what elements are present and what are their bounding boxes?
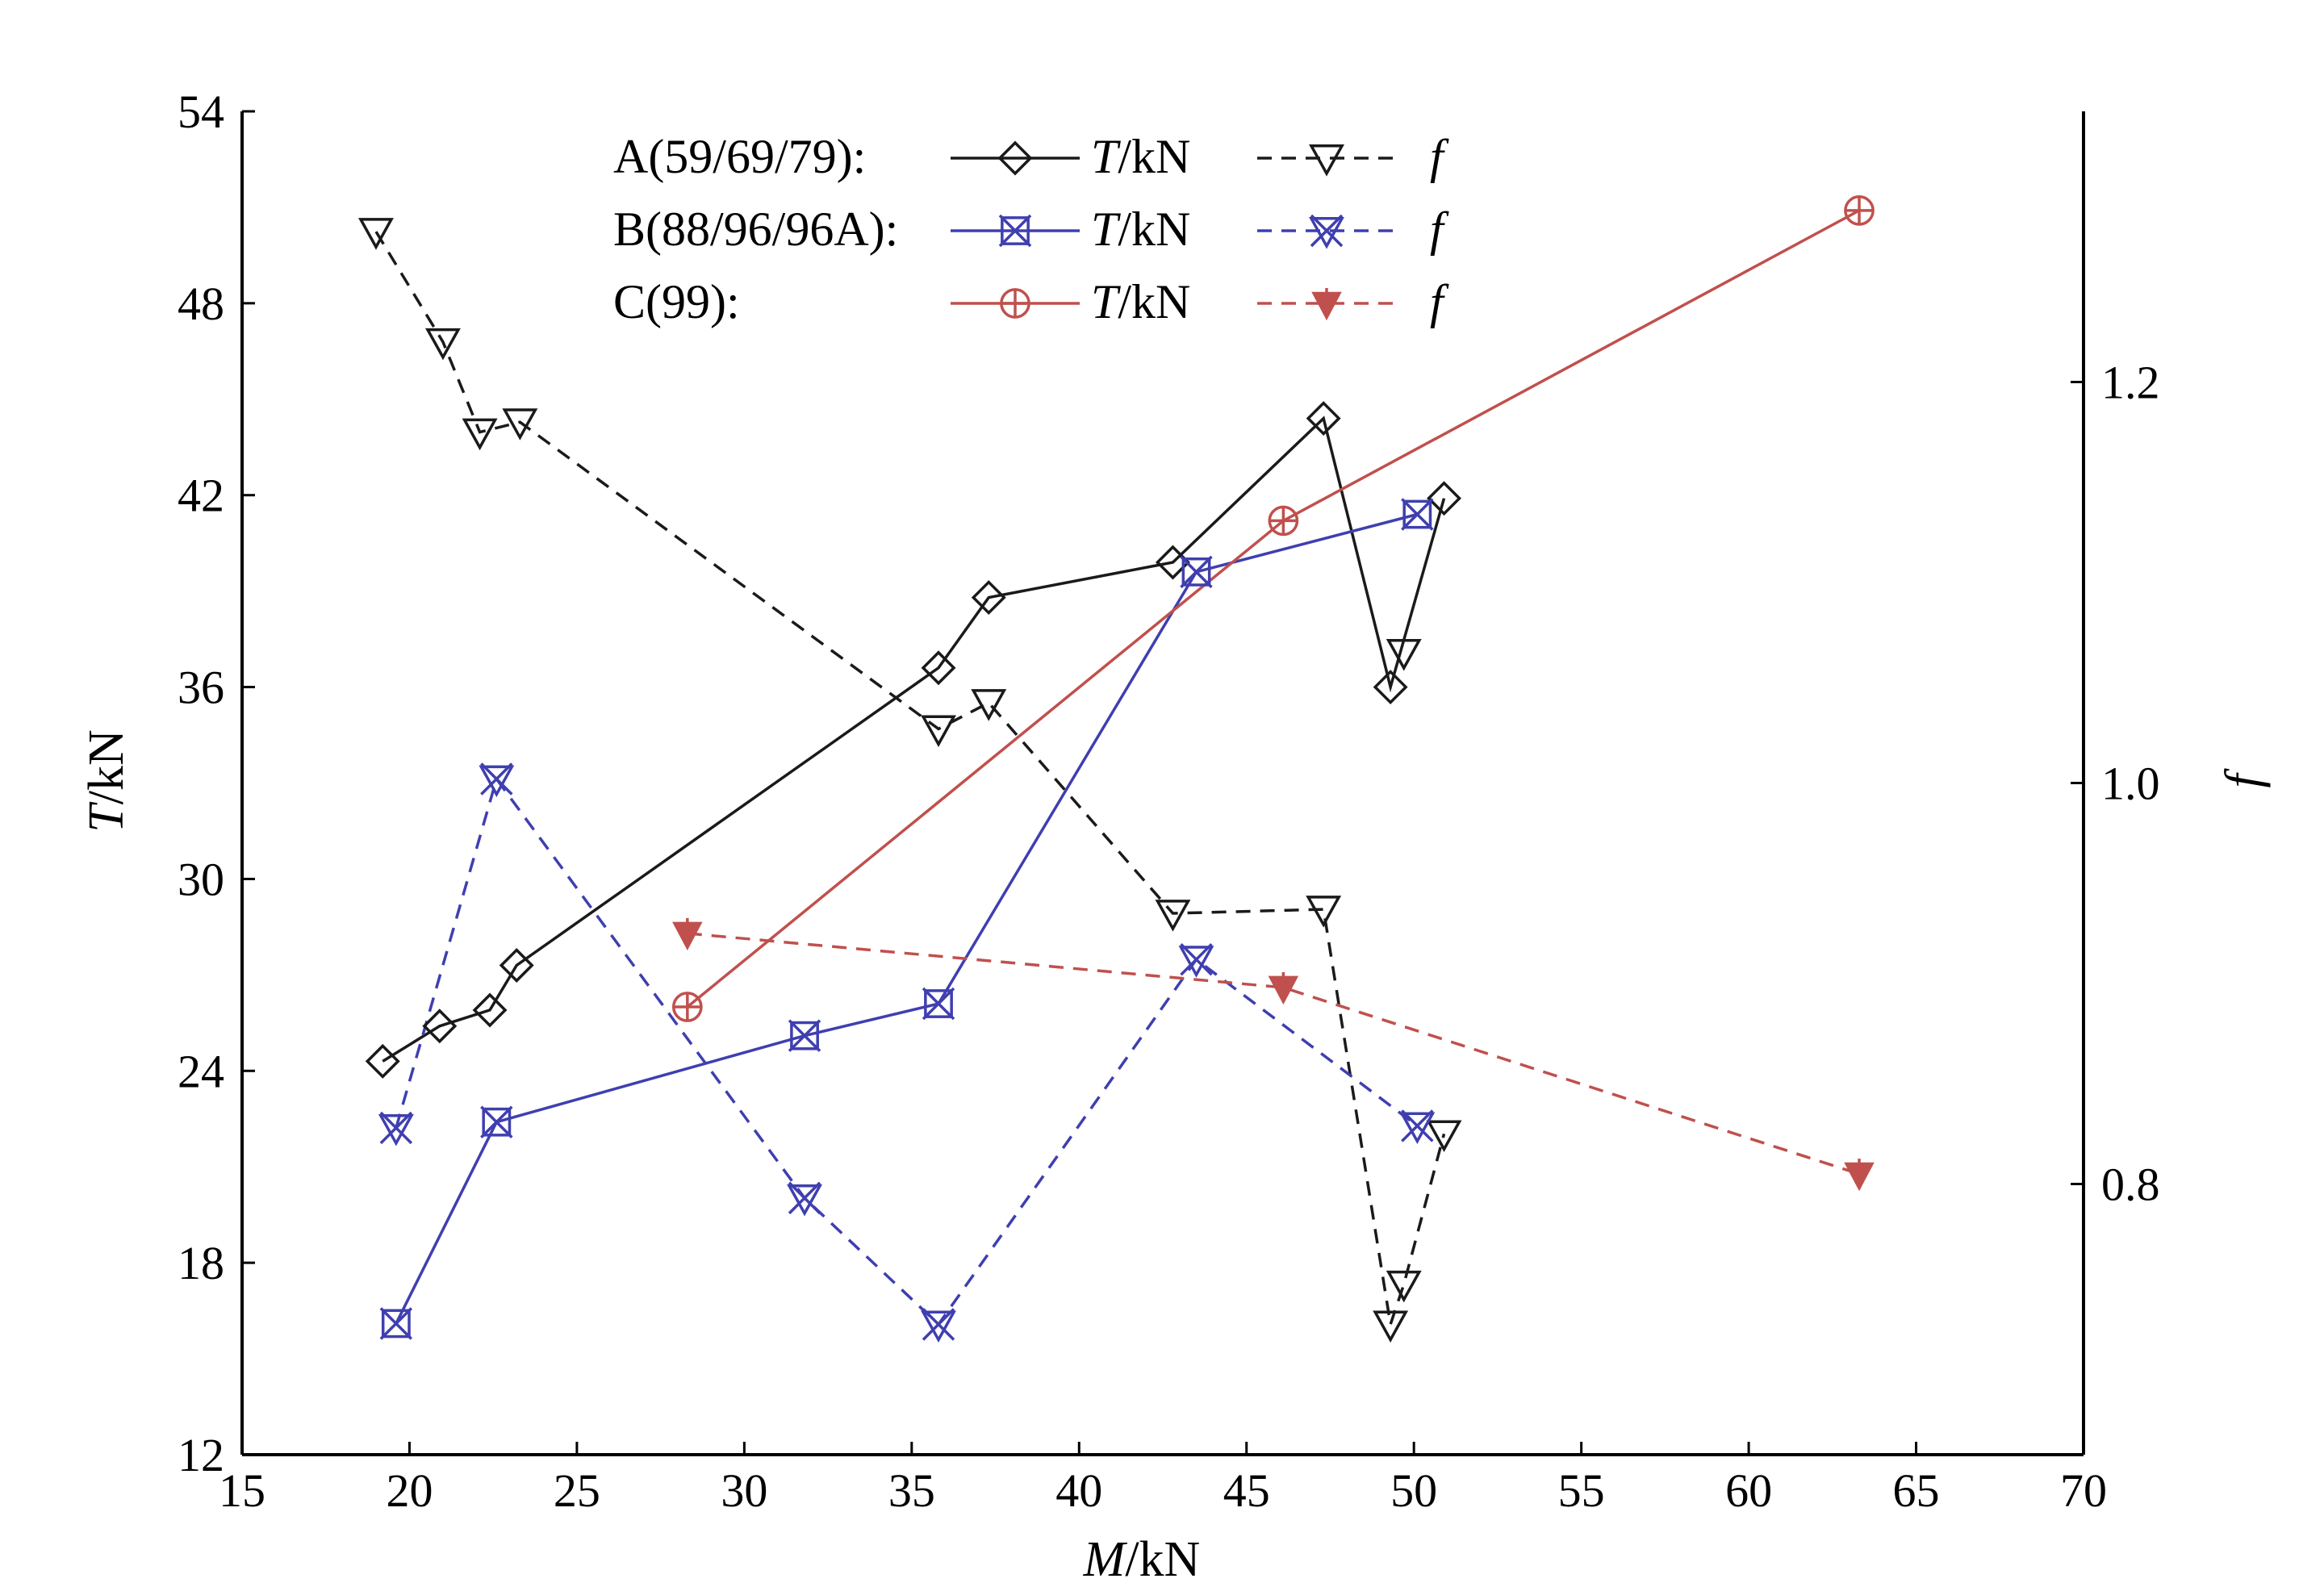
series-a-T-point <box>499 947 534 983</box>
x-tick-label: 60 <box>1725 1464 1772 1517</box>
legend-a-T-text: T/kN <box>1091 130 1190 183</box>
series-c-T-point <box>1844 195 1875 226</box>
legend-a-f-marker <box>1309 144 1344 177</box>
series-a-f-point <box>424 328 461 361</box>
series-a-T-point <box>971 580 1006 616</box>
series-a-f-point <box>1373 1310 1409 1343</box>
x-axis-title: M/kN <box>1083 1532 1201 1587</box>
legend-c-label: C(99): <box>613 275 740 328</box>
series-b-f-point <box>378 1111 414 1146</box>
series-b-f-point <box>1178 942 1214 978</box>
series-layer <box>357 195 1875 1343</box>
legend: A(59/69/79): T/kN fB(88/96/96A): T/kN fC(99)… <box>613 130 1449 328</box>
series-c-f-point <box>1844 1159 1875 1192</box>
series-b-f-point <box>787 1181 823 1217</box>
y-left-tick-label: 42 <box>178 470 224 522</box>
series-a-f-point <box>971 689 1007 721</box>
series-a-f-point <box>1306 896 1342 928</box>
series-a-T-point <box>1427 481 1461 516</box>
x-tick-label: 55 <box>1558 1464 1605 1517</box>
series-a-T-point <box>472 992 508 1028</box>
x-tick-label: 65 <box>1893 1464 1940 1517</box>
series-b-f-point <box>1399 1109 1436 1145</box>
series-a-T-point <box>1373 670 1408 705</box>
series-c-f-point <box>672 917 703 951</box>
legend-b-T-text: T/kN <box>1091 203 1190 256</box>
series-a-T-point <box>422 1009 458 1044</box>
legend-a-f-text: f <box>1430 130 1449 183</box>
legend-a-T-marker <box>997 140 1033 176</box>
y-left-tick-label: 54 <box>178 86 224 138</box>
x-tick-label: 50 <box>1390 1464 1437 1517</box>
series-c-T-point <box>671 992 703 1022</box>
legend-row-b: B(88/96/96A): T/kN f <box>613 203 1449 256</box>
y-left-tick-label: 18 <box>178 1237 224 1289</box>
series-b-T-point <box>1180 555 1213 589</box>
series-c-T-line <box>686 209 1860 1009</box>
axes-layer: 15 20 25 30 35 40 45 50 55 60 65 70 12 18 24 30 36 42 48 54… <box>178 86 2160 1517</box>
series-a-f-point <box>1386 639 1422 671</box>
y-left-tick-label: 48 <box>178 278 224 330</box>
series-b-f-line <box>395 775 1419 1327</box>
y-right-tick-label: 0.8 <box>2101 1159 2160 1211</box>
series-a-f-point <box>502 408 538 441</box>
y-left-tick-label: 30 <box>178 853 224 905</box>
x-tick-label: 45 <box>1223 1464 1270 1517</box>
series-b-T-point <box>788 1019 821 1052</box>
legend-c-T-text: T/kN <box>1091 275 1190 328</box>
x-tick-label: 25 <box>554 1464 600 1517</box>
legend-c-f-marker <box>1311 288 1342 321</box>
y-axis-right-title: f <box>2216 768 2271 788</box>
y-right-tick-label: 1.2 <box>2101 356 2160 408</box>
legend-row-a: A(59/69/79): T/kN f <box>613 130 1449 183</box>
x-tick-label: 70 <box>2060 1464 2107 1517</box>
series-b-T-point <box>379 1307 413 1340</box>
series-c-f-point <box>1268 971 1299 1005</box>
series-b-T-point <box>480 1105 513 1138</box>
y-left-tick-label: 24 <box>178 1045 224 1097</box>
series-c-f-line <box>687 932 1860 1176</box>
series-a-T-line <box>382 416 1446 1063</box>
legend-a-label: A(59/69/79): <box>613 130 866 183</box>
legend-b-f-text: f <box>1430 203 1449 256</box>
y-left-tick-label: 36 <box>178 662 224 714</box>
x-tick-label: 15 <box>219 1464 265 1517</box>
series-a-f-point <box>1386 1270 1422 1303</box>
series-b-f-point <box>921 1308 956 1343</box>
series-a-T-point <box>365 1043 400 1079</box>
x-tick-label: 20 <box>386 1464 433 1517</box>
legend-b-label: B(88/96/96A): <box>613 203 898 256</box>
series-a-f-point <box>1426 1120 1462 1152</box>
series-a-T-point <box>1306 401 1341 436</box>
series-a-f-point <box>462 418 498 451</box>
series-b-T-line <box>395 512 1418 1325</box>
legend-b-f-marker <box>1309 214 1344 249</box>
x-tick-label: 30 <box>721 1464 767 1517</box>
series-b-T-point <box>1401 498 1434 531</box>
legend-c-f-text: f <box>1430 275 1449 328</box>
x-tick-label: 35 <box>888 1464 935 1517</box>
series-a-f-point <box>921 715 956 748</box>
series-a-T-point <box>921 650 956 686</box>
series-b-f-point <box>479 762 515 798</box>
series-a-f-point <box>357 218 394 250</box>
y-right-tick-label: 1.0 <box>2101 758 2160 810</box>
legend-c-T-marker <box>1000 288 1030 319</box>
series-a-f-point <box>1155 900 1191 932</box>
y-left-tick-label: 12 <box>178 1429 224 1481</box>
y-axis-left-title: T/kN <box>79 729 134 832</box>
series-a-f-line <box>374 231 1446 1326</box>
series-b-T-point <box>922 987 955 1021</box>
legend-b-T-marker <box>998 214 1032 248</box>
series-c-T-point <box>1268 505 1299 537</box>
legend-row-c: C(99): T/kN f <box>613 275 1449 328</box>
x-tick-label: 40 <box>1055 1464 1102 1517</box>
